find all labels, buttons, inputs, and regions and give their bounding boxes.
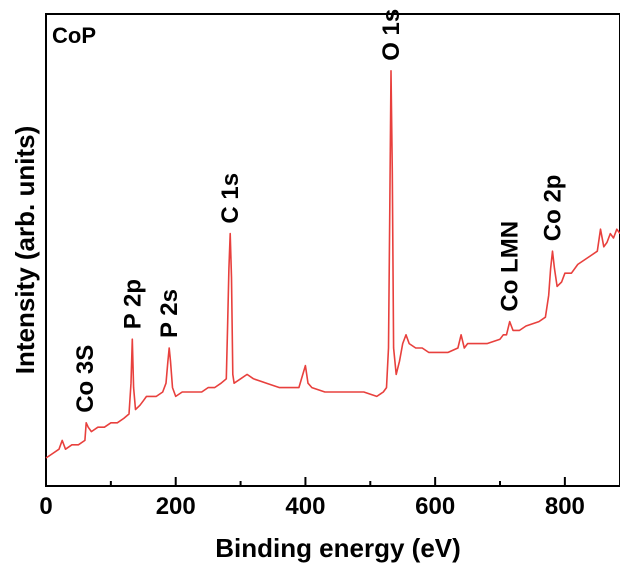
x-axis-title: Binding energy (eV) — [215, 533, 461, 563]
series-line-cop — [45, 70, 620, 459]
peak-label: P 2p — [119, 279, 146, 329]
panel-label: CoP — [52, 23, 96, 48]
x-axis-tick-labels: 0 200 400 600 800 — [39, 493, 585, 520]
peak-label: P 2s — [156, 289, 183, 338]
peak-label: Co 2p — [540, 175, 567, 242]
peak-annotations: Co 3S P 2p P 2s C 1s O 1s Co LMN Co 2p — [72, 9, 567, 413]
peak-label: Co LMN — [497, 221, 524, 312]
x-tick-label: 0 — [39, 493, 52, 520]
x-axis-ticks — [45, 477, 566, 486]
x-tick-label: 200 — [156, 493, 196, 520]
x-tick-label: 400 — [285, 493, 325, 520]
x-tick-label: 800 — [545, 493, 585, 520]
plot-frame — [45, 13, 620, 487]
x-tick-label: 600 — [415, 493, 455, 520]
y-axis-title: Intensity (arb. units) — [10, 126, 40, 374]
peak-label: O 1s — [378, 9, 405, 61]
peak-label: Co 3S — [72, 345, 99, 413]
peak-label: C 1s — [217, 173, 244, 224]
